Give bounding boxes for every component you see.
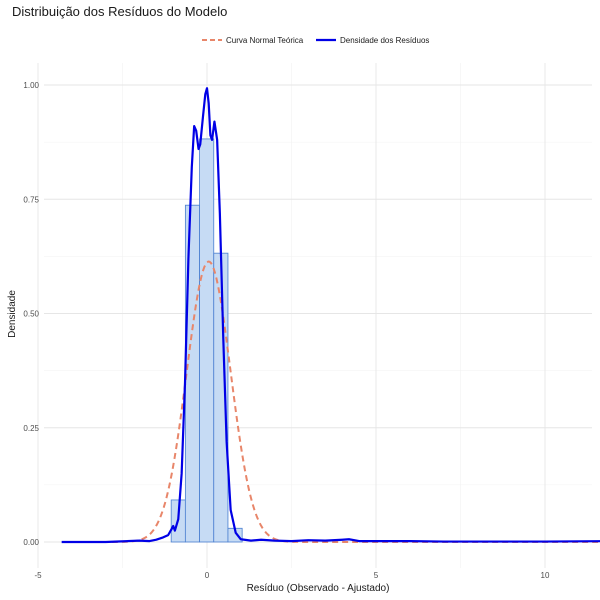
chart-title: Distribuição dos Resíduos do Modelo bbox=[12, 4, 228, 19]
legend-label-normal: Curva Normal Teórica bbox=[226, 36, 304, 45]
histogram-bars bbox=[170, 138, 243, 543]
legend: Curva Normal Teórica Densidade dos Resíd… bbox=[202, 36, 429, 45]
x-axis-title: Resíduo (Observado - Ajustado) bbox=[247, 583, 390, 594]
series-lines bbox=[61, 87, 600, 544]
x-tick-labels: -5 0 5 10 bbox=[34, 571, 550, 580]
x-tick-label: 0 bbox=[205, 571, 210, 580]
y-axis-title: Densidade bbox=[7, 290, 18, 338]
y-tick-labels: 0.00 0.25 0.50 0.75 1.00 bbox=[23, 81, 39, 547]
y-tick-label: 0.00 bbox=[23, 538, 39, 547]
grid-lines bbox=[37, 63, 592, 568]
x-tick-label: 5 bbox=[374, 571, 379, 580]
y-tick-label: 0.50 bbox=[23, 310, 39, 319]
series-line-density bbox=[61, 87, 600, 544]
series-line-normal bbox=[71, 260, 600, 543]
y-tick-label: 0.25 bbox=[23, 424, 39, 433]
y-tick-label: 1.00 bbox=[23, 81, 39, 90]
x-tick-label: 10 bbox=[541, 571, 550, 580]
y-tick-label: 0.75 bbox=[23, 195, 39, 204]
x-tick-label: -5 bbox=[34, 571, 42, 580]
histogram-bar-2 bbox=[199, 138, 215, 543]
legend-label-density: Densidade dos Resíduos bbox=[340, 36, 429, 45]
